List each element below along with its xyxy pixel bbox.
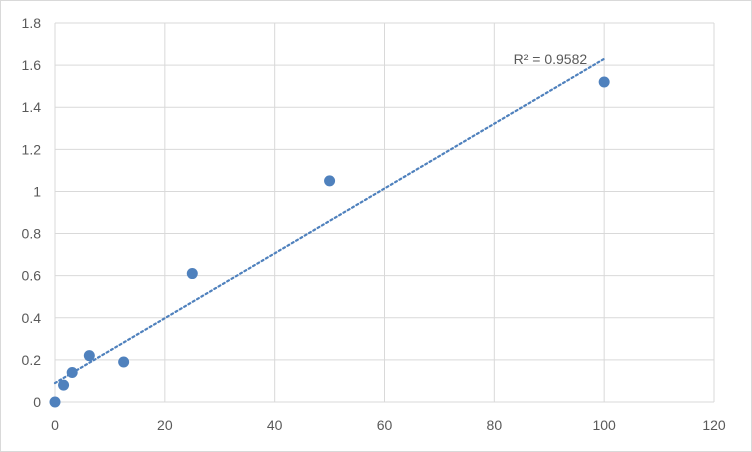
data-point xyxy=(186,268,198,280)
y-tick-label: 1.2 xyxy=(22,141,42,157)
y-tick-label: 0.8 xyxy=(22,226,42,242)
r-squared-label: R² = 0.9582 xyxy=(514,51,588,67)
x-tick-label: 100 xyxy=(592,417,616,433)
x-tick-label: 60 xyxy=(377,417,393,433)
data-point xyxy=(49,396,61,408)
data-point xyxy=(66,367,78,379)
y-tick-label: 0.2 xyxy=(22,352,42,368)
trendline xyxy=(53,57,606,385)
x-tick-label: 40 xyxy=(267,417,283,433)
data-point xyxy=(324,175,336,187)
data-point xyxy=(83,350,95,362)
x-tick-label: 80 xyxy=(487,417,503,433)
y-tick-label: 1.8 xyxy=(22,15,42,31)
y-tick-label: 0 xyxy=(33,394,41,410)
y-tick-label: 1.4 xyxy=(22,99,42,115)
data-point xyxy=(58,379,70,391)
x-tick-label: 20 xyxy=(157,417,173,433)
y-tick-label: 1.6 xyxy=(22,57,42,73)
y-tick-label: 1 xyxy=(33,183,41,199)
x-tick-label: 0 xyxy=(51,417,59,433)
data-point xyxy=(598,76,610,88)
y-tick-label: 0.6 xyxy=(22,268,42,284)
y-tick-label: 0.4 xyxy=(22,310,42,326)
data-point xyxy=(118,356,130,368)
x-tick-label: 120 xyxy=(702,417,726,433)
